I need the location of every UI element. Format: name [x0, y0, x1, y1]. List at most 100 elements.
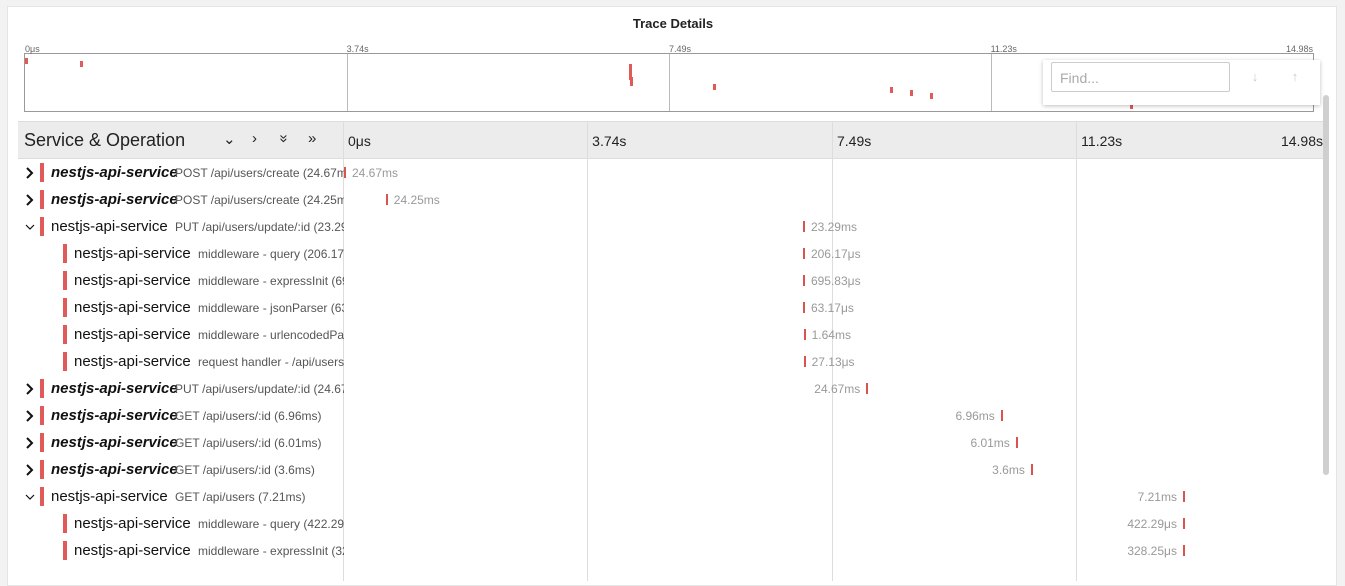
minimap-span: [25, 58, 28, 64]
span-bar: [1015, 437, 1018, 448]
span-row[interactable]: nestjs-api-service middleware - expressIn…: [18, 267, 1323, 294]
span-duration: 24.67ms: [352, 166, 399, 180]
span-row[interactable]: nestjs-api-service GET /api/users/:id (3.…: [18, 456, 1323, 483]
operation-name: POST /api/users/create (24.25ms): [175, 193, 344, 207]
span-row[interactable]: nestjs-api-service POST /api/users/create…: [18, 159, 1323, 186]
minimap-tick-label: 3.74s: [346, 44, 369, 54]
minimap-span: [629, 74, 633, 80]
column-title: Service & Operation: [24, 130, 186, 150]
span-duration: 24.67ms: [814, 382, 861, 396]
toggle-chevron[interactable]: [24, 437, 36, 449]
service-color-bar: [40, 406, 44, 425]
expand-all[interactable]: »: [275, 134, 293, 143]
operation-name: GET /api/users (7.21ms): [175, 490, 306, 504]
toggle-chevron[interactable]: [24, 464, 36, 476]
service-color-bar: [40, 217, 44, 236]
span-row[interactable]: nestjs-api-service middleware - urlencode…: [18, 321, 1323, 348]
service-color-bar: [63, 352, 67, 371]
minimap-span: [929, 93, 933, 100]
span-duration: 6.96ms: [955, 409, 995, 423]
collapse-all[interactable]: »: [308, 130, 317, 147]
span-row[interactable]: nestjs-api-service GET /api/users (7.21ms…: [18, 483, 1323, 510]
span-row[interactable]: nestjs-api-service middleware - query (42…: [18, 510, 1323, 537]
service-color-bar: [63, 325, 67, 344]
toggle-chevron[interactable]: [24, 491, 36, 503]
operation-name: PUT /api/users/update/:id (23.29ms): [175, 220, 344, 234]
span-bar: [1000, 410, 1003, 421]
span-duration: 23.29ms: [810, 220, 857, 234]
minimap-grid-line: [990, 54, 992, 111]
minimap-grid-line: [669, 54, 670, 111]
span-bar: [344, 167, 346, 178]
minimap-span: [80, 61, 84, 68]
span-bar: [1182, 545, 1185, 556]
chevron-path: [25, 224, 35, 230]
minimap-span: [630, 77, 634, 84]
toggle-chevron[interactable]: [24, 383, 36, 395]
span-row[interactable]: nestjs-api-service GET /api/users/:id (6.…: [18, 429, 1323, 456]
service-name: nestjs-api-service: [51, 191, 178, 208]
minimap-tick-label: 11.23s: [990, 44, 1017, 54]
minimap-span: [629, 64, 633, 71]
toggle-chevron[interactable]: [24, 221, 36, 233]
minimap-tick-label: 0μs: [25, 44, 40, 54]
operation-name: middleware - query (206.17μs): [198, 247, 344, 261]
span-bar: [385, 194, 388, 205]
span-bar: [866, 383, 869, 394]
chevron-path: [26, 464, 34, 476]
timeline-tick-label: 7.49s: [837, 133, 872, 149]
timeline-tick-label: 14.98s: [1280, 133, 1323, 149]
minimap-tick-label: 7.49s: [669, 44, 692, 54]
span-duration: 1.64ms: [811, 328, 851, 342]
minimap-grid-line: [346, 54, 348, 111]
chevron-path: [26, 437, 34, 449]
span-row[interactable]: nestjs-api-service request handler - /api…: [18, 348, 1323, 375]
timeline-grid-line: [343, 121, 344, 581]
span-bar: [1030, 464, 1033, 475]
operation-name: GET /api/users/:id (3.6ms): [175, 463, 315, 477]
toggle-chevron[interactable]: [24, 194, 36, 206]
find-input[interactable]: Find...: [1051, 62, 1230, 92]
title: Trace Details: [632, 16, 714, 31]
service-name: nestjs-api-service: [74, 299, 191, 316]
expand-one[interactable]: ›: [252, 130, 257, 147]
chevron-path: [26, 383, 34, 395]
service-name: nestjs-api-service: [74, 515, 191, 532]
span-row[interactable]: nestjs-api-service PUT /api/users/update/…: [18, 213, 1323, 240]
service-color-bar: [63, 271, 67, 290]
span-row[interactable]: nestjs-api-service middleware - expressIn…: [18, 537, 1323, 564]
span-bar: [802, 275, 805, 286]
span-duration: 7.21ms: [1137, 490, 1177, 504]
span-bar: [802, 248, 805, 259]
minimap[interactable]: 0μs 3.74s 7.49s 11.23s 14.98s: [24, 44, 1314, 112]
operation-name: POST /api/users/create (24.67ms): [175, 166, 344, 180]
scrollbar[interactable]: [1323, 95, 1329, 475]
timeline-grid-line: [832, 121, 833, 581]
span-row[interactable]: nestjs-api-service middleware - jsonParse…: [18, 294, 1323, 321]
prev-button[interactable]: ↑: [1291, 69, 1299, 84]
service-name: nestjs-api-service: [74, 272, 191, 289]
minimap-span: [909, 90, 913, 96]
toggle-chevron[interactable]: [24, 167, 36, 179]
minimap-span: [1129, 102, 1133, 109]
service-name: nestjs-api-service: [51, 461, 178, 478]
next-button[interactable]: ↓: [1251, 69, 1259, 84]
span-row[interactable]: nestjs-api-service PUT /api/users/update/…: [18, 375, 1323, 402]
span-row[interactable]: nestjs-api-service middleware - query (20…: [18, 240, 1323, 267]
service-name: nestjs-api-service: [51, 380, 178, 397]
minimap-span: [889, 86, 893, 93]
operation-name: request handler - /api/users/update/:id …: [198, 355, 344, 369]
timeline-tick-label: 11.23s: [1081, 133, 1123, 149]
span-duration: 6.01ms: [970, 436, 1010, 450]
service-name: nestjs-api-service: [51, 434, 178, 451]
toggle-chevron[interactable]: [24, 410, 36, 422]
span-duration: 24.25ms: [393, 193, 440, 207]
span-row[interactable]: nestjs-api-service GET /api/users/:id (6.…: [18, 402, 1323, 429]
span-row[interactable]: nestjs-api-service POST /api/users/create…: [18, 186, 1323, 213]
service-name: nestjs-api-service: [74, 245, 191, 262]
collapse-one[interactable]: ⌄: [223, 131, 236, 148]
span-duration: 63.17μs: [810, 301, 854, 315]
minimap-span: [629, 70, 633, 77]
find-panel: Find... ↓ ↑: [1043, 60, 1320, 105]
service-color-bar: [40, 460, 44, 479]
